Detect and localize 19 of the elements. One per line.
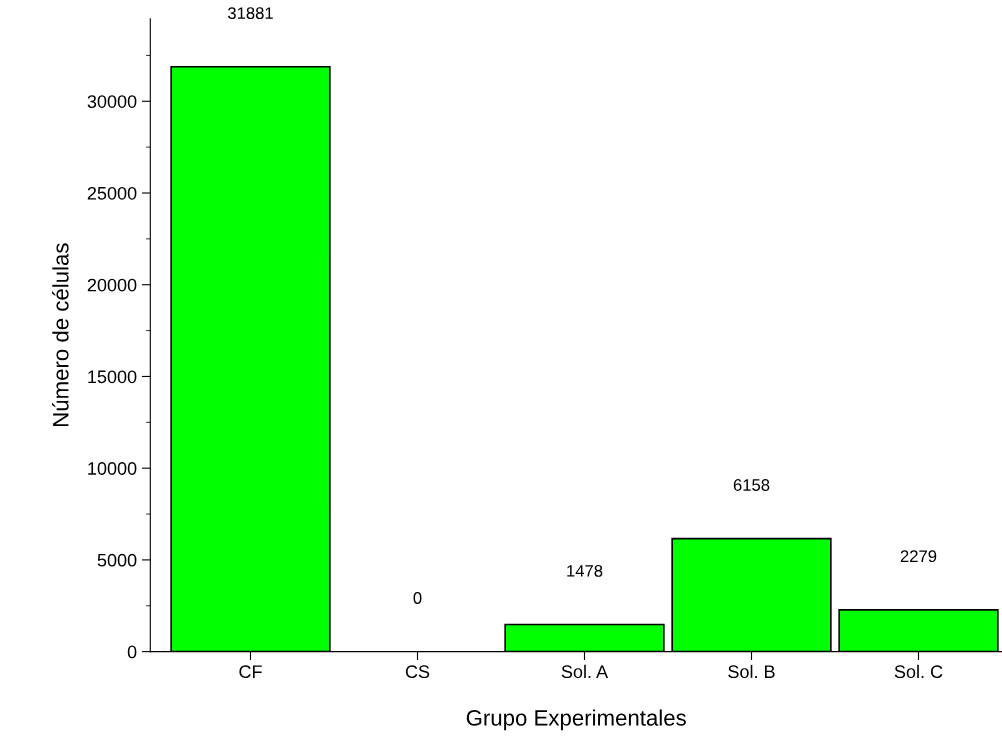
data-label: 0 bbox=[413, 592, 422, 604]
y-tick-label: 15000 bbox=[88, 370, 137, 384]
x-tick-label: Sol. C bbox=[894, 664, 943, 679]
data-label: 1478 bbox=[567, 564, 603, 577]
data-label: 6158 bbox=[733, 479, 770, 491]
x-axis-title: Grupo Experimentales bbox=[466, 709, 686, 731]
x-tick-label: Sol. B bbox=[728, 664, 775, 679]
y-tick-label: 0 bbox=[127, 645, 137, 659]
y-tick-label: 5000 bbox=[97, 553, 137, 567]
x-tick-label: CS bbox=[405, 665, 430, 679]
y-tick-label: 20000 bbox=[87, 278, 137, 292]
y-axis-title: Número de células bbox=[52, 243, 69, 426]
y-tick-label: 30000 bbox=[87, 95, 137, 108]
x-tick-label: Sol. A bbox=[561, 664, 609, 679]
data-label: 31881 bbox=[227, 7, 273, 20]
data-label: 2279 bbox=[900, 550, 937, 563]
y-tick-label: 10000 bbox=[88, 462, 137, 475]
x-tick-label: CF bbox=[239, 665, 262, 679]
y-tick-label: 25000 bbox=[87, 186, 137, 200]
